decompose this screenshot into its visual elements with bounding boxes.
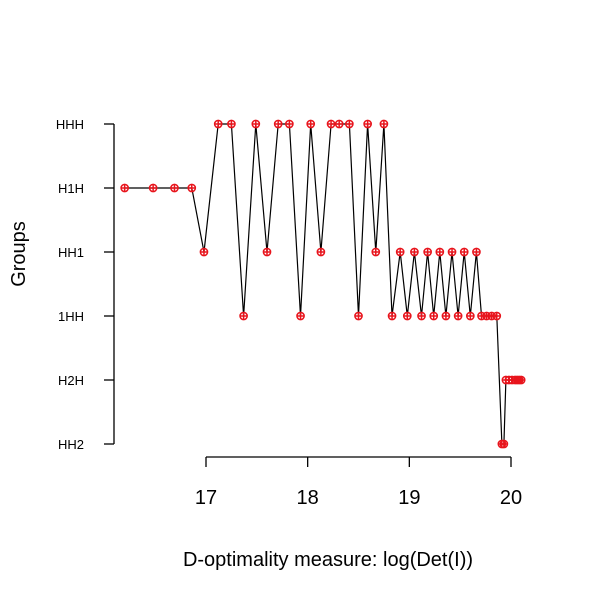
- y-tick-label: H1H: [58, 181, 84, 196]
- series-polyline: [124, 123, 522, 445]
- data-point: [334, 119, 344, 129]
- data-point: [316, 247, 326, 257]
- x-tick-label: 17: [195, 487, 217, 509]
- data-point: [516, 375, 526, 385]
- data-point: [499, 439, 509, 449]
- x-axis: 17 18 19 20: [195, 456, 522, 509]
- x-tick-label: 18: [297, 487, 319, 509]
- data-point: [465, 311, 475, 321]
- series-line: [124, 123, 522, 445]
- data-point: [251, 119, 261, 129]
- data-point: [199, 247, 209, 257]
- data-point: [296, 311, 305, 321]
- x-tick-label: 19: [398, 487, 420, 509]
- y-tick-label: 1HH: [58, 309, 84, 324]
- data-point: [410, 247, 419, 257]
- x-tick-label: 20: [500, 487, 522, 509]
- data-point: [363, 119, 372, 129]
- data-point: [273, 119, 283, 129]
- data-point: [453, 311, 463, 321]
- y-tick-label: HH1: [58, 245, 84, 260]
- data-point: [345, 119, 354, 129]
- data-point: [472, 247, 481, 257]
- data-point: [213, 119, 223, 129]
- data-point: [262, 247, 272, 257]
- data-point: [170, 183, 179, 193]
- data-point: [148, 183, 158, 193]
- data-point: [441, 311, 451, 321]
- y-tick-label: H2H: [58, 373, 84, 388]
- y-axis: HH2 H2H 1HH HH1 H1H HHH: [56, 117, 115, 452]
- data-point: [239, 311, 248, 321]
- data-point: [379, 119, 389, 129]
- data-point: [435, 247, 445, 257]
- data-point: [285, 119, 294, 129]
- data-point: [395, 247, 405, 257]
- data-point: [387, 311, 397, 321]
- data-point: [306, 119, 316, 129]
- data-point: [459, 247, 469, 257]
- y-tick-label: HH2: [58, 437, 84, 452]
- data-point: [417, 311, 426, 321]
- series-points: [120, 119, 526, 449]
- y-axis-title: Groups: [8, 221, 30, 287]
- data-point: [187, 183, 197, 193]
- data-point: [354, 311, 363, 321]
- x-axis-title: D-optimality measure: log(Det(I)): [183, 549, 473, 571]
- data-point: [447, 247, 457, 257]
- data-point: [429, 311, 439, 321]
- data-point: [120, 183, 130, 193]
- data-point: [326, 119, 336, 129]
- data-point: [423, 247, 432, 257]
- data-point: [371, 247, 381, 257]
- data-point: [227, 119, 236, 129]
- data-point: [492, 311, 502, 321]
- y-tick-label: HHH: [56, 117, 84, 132]
- data-point: [402, 311, 412, 321]
